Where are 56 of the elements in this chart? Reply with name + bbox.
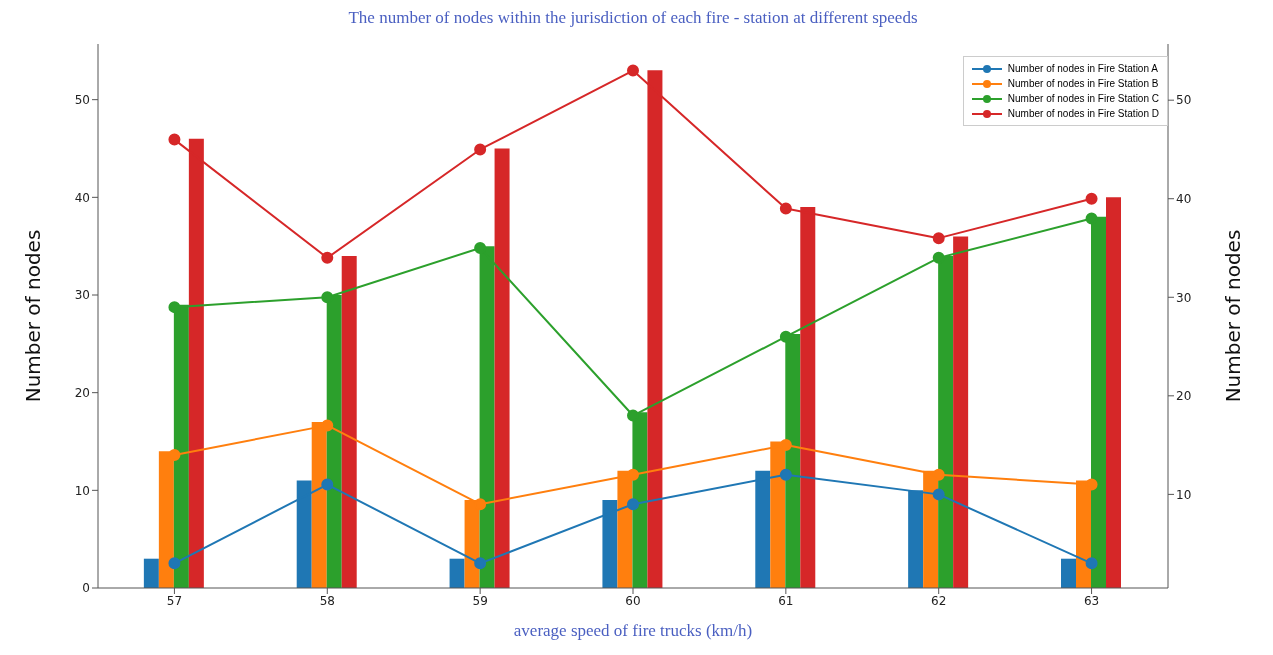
point <box>932 488 945 501</box>
y-tick-label: 0 <box>82 581 90 596</box>
y-tick-label: 20 <box>74 385 90 400</box>
point <box>932 232 945 245</box>
y-tick-label: 10 <box>74 483 90 498</box>
y2-tick-label: 20 <box>1176 389 1192 404</box>
y2-tick-label: 50 <box>1176 93 1192 108</box>
y2-tick-label: 10 <box>1176 487 1192 502</box>
point <box>474 557 487 570</box>
x-axis-title: average speed of fire trucks (km/h) <box>513 621 753 640</box>
point <box>779 468 792 481</box>
x-tick-label: 60 <box>625 593 641 608</box>
x-tick-label: 59 <box>472 593 488 608</box>
point <box>1085 557 1098 570</box>
point <box>321 251 334 264</box>
point <box>168 133 181 146</box>
bar <box>449 558 465 588</box>
y2-axis-title: Number of nodes <box>1221 229 1246 403</box>
x-tick-label: 58 <box>319 593 335 608</box>
y-axis-title: Number of nodes <box>21 229 46 403</box>
legend-label: Number of nodes in Fire Station A <box>1007 63 1158 74</box>
point <box>168 448 181 461</box>
x-tick-label: 63 <box>1083 593 1100 608</box>
bar <box>1061 558 1076 588</box>
point <box>1085 192 1098 205</box>
point <box>321 419 334 432</box>
point <box>1085 212 1098 225</box>
y2-tick-label: 30 <box>1176 290 1192 305</box>
point <box>321 478 334 491</box>
point <box>932 251 945 264</box>
bar <box>341 255 357 588</box>
x-tick-label: 62 <box>931 593 947 608</box>
legend-label: Number of nodes in Fire Station B <box>1007 78 1159 89</box>
bar <box>494 148 510 588</box>
point <box>474 242 487 254</box>
point <box>627 498 639 511</box>
bar <box>143 558 159 588</box>
legend-label: Number of nodes in Fire Station C <box>1007 93 1159 104</box>
y-tick-label: 30 <box>74 288 90 303</box>
point <box>627 409 639 422</box>
y-tick-label: 50 <box>74 92 90 107</box>
x-tick-label: 57 <box>166 593 183 608</box>
point <box>168 557 181 570</box>
point <box>779 202 792 215</box>
point <box>321 291 334 304</box>
y2-tick-label: 40 <box>1176 191 1192 206</box>
point <box>779 330 792 343</box>
legend-label: Number of nodes in Fire Station D <box>1007 108 1159 119</box>
x-tick-label: 61 <box>778 593 794 608</box>
bar <box>1106 197 1121 588</box>
point <box>474 143 487 156</box>
point <box>627 64 639 77</box>
point <box>627 468 639 481</box>
point <box>168 301 181 314</box>
chart-title: The number of nodes within the jurisdiction of each fire - station at different speeds <box>347 8 919 29</box>
y-tick-label: 40 <box>74 190 90 205</box>
